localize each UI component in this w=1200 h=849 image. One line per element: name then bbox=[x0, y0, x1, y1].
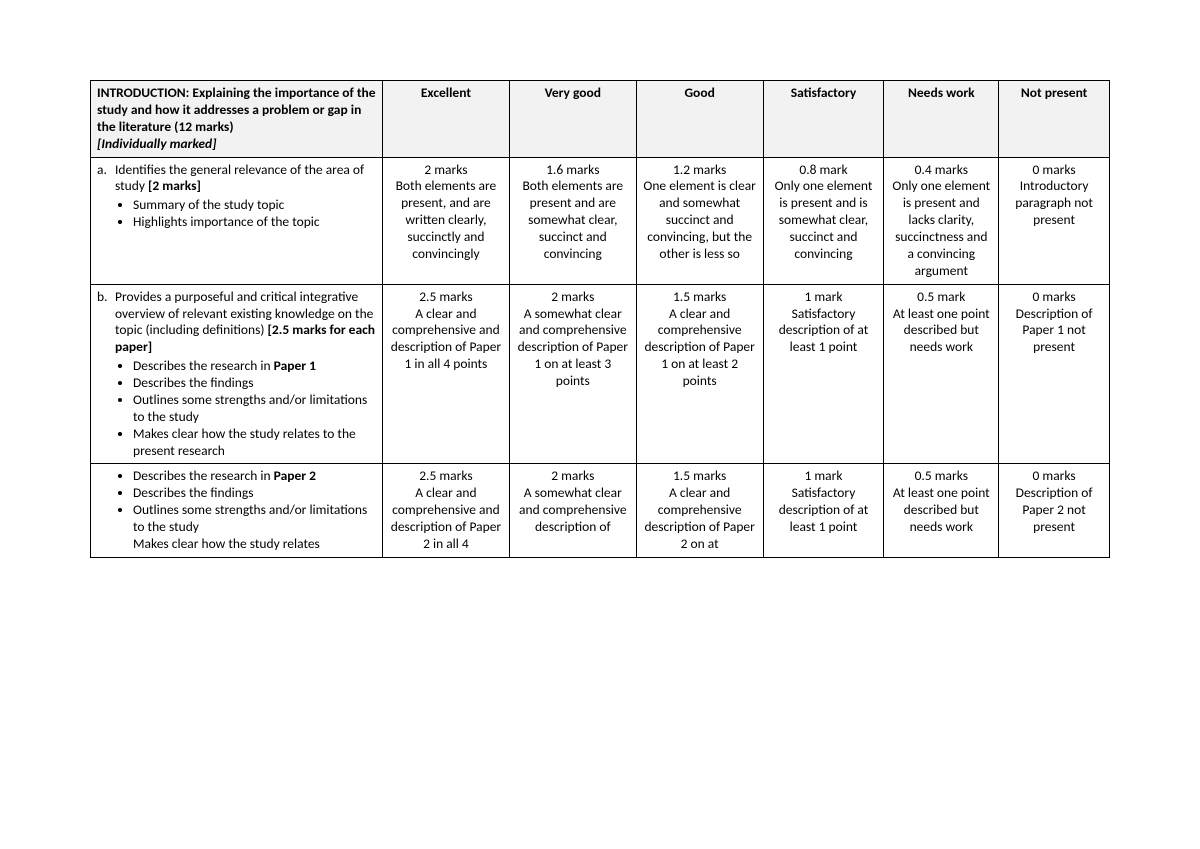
score-cell: 2 marks Both elements are present, and a… bbox=[383, 157, 510, 284]
col-very-good: Very good bbox=[509, 81, 636, 158]
bullet: Describes the findings bbox=[133, 375, 376, 392]
score-desc: Both elements are present, and are writt… bbox=[389, 178, 503, 262]
score-desc: A somewhat clear and comprehensive descr… bbox=[516, 306, 630, 390]
marks: 1 mark bbox=[770, 468, 878, 485]
col-satisfactory: Satisfactory bbox=[763, 81, 884, 158]
score-desc: A clear and comprehensive and descriptio… bbox=[389, 306, 503, 374]
score-desc: Only one element is present and lacks cl… bbox=[890, 178, 992, 279]
score-cell: 2 marks A somewhat clear and comprehensi… bbox=[509, 464, 636, 557]
marks: 2 marks bbox=[516, 468, 630, 485]
score-cell: 1.5 marks A clear and comprehensive desc… bbox=[636, 464, 763, 557]
row-letter bbox=[97, 468, 115, 552]
marks: 0.4 marks bbox=[890, 162, 992, 179]
marks: 2.5 marks bbox=[389, 468, 503, 485]
bullet: Makes clear how the study relates to the… bbox=[133, 426, 376, 460]
col-good: Good bbox=[636, 81, 763, 158]
score-cell: 1.6 marks Both elements are present and … bbox=[509, 157, 636, 284]
score-desc: A somewhat clear and comprehensive descr… bbox=[516, 485, 630, 536]
marks: 1 mark bbox=[770, 289, 878, 306]
score-desc: Both elements are present and are somewh… bbox=[516, 178, 630, 262]
row-letter: a. bbox=[97, 162, 115, 232]
table-row: a. Identifies the general relevance of t… bbox=[91, 157, 1110, 284]
criteria-bullets: Describes the research in Paper 2 Descri… bbox=[115, 468, 376, 536]
row-letter: b. bbox=[97, 289, 115, 460]
bullet: Outlines some strengths and/or limitatio… bbox=[133, 502, 376, 536]
score-cell: 2 marks A somewhat clear and comprehensi… bbox=[509, 284, 636, 464]
marks: 2 marks bbox=[389, 162, 503, 179]
score-cell: 1.2 marks One element is clear and somew… bbox=[636, 157, 763, 284]
bullet: Describes the research in Paper 2 bbox=[133, 468, 376, 485]
marks: 0.5 marks bbox=[890, 468, 992, 485]
page: INTRODUCTION: Explaining the importance … bbox=[0, 0, 1200, 849]
marks: 0 marks bbox=[1005, 468, 1103, 485]
score-desc: Description of Paper 2 not present bbox=[1005, 485, 1103, 536]
score-desc: Satisfactory description of at least 1 p… bbox=[770, 306, 878, 357]
score-cell: 1 mark Satisfactory description of at le… bbox=[763, 284, 884, 464]
criteria-lead-marks: [2 marks] bbox=[148, 177, 201, 194]
marks: 1.5 marks bbox=[643, 289, 757, 306]
table-row: Describes the research in Paper 2 Descri… bbox=[91, 464, 1110, 557]
score-cell: 0.8 mark Only one element is present and… bbox=[763, 157, 884, 284]
marks: 1.6 marks bbox=[516, 162, 630, 179]
criteria-b: b. Provides a purposeful and critical in… bbox=[91, 284, 383, 464]
marks: 0 marks bbox=[1005, 162, 1103, 179]
marks: 0.5 mark bbox=[890, 289, 992, 306]
score-desc: Only one element is present and is somew… bbox=[770, 178, 878, 262]
bullet: Describes the findings bbox=[133, 485, 376, 502]
header-criteria-sub: [Individually marked] bbox=[97, 135, 217, 152]
score-desc: Satisfactory description of at least 1 p… bbox=[770, 485, 878, 536]
col-needs-work: Needs work bbox=[884, 81, 999, 158]
bullet-trailing: Makes clear how the study relates bbox=[115, 536, 376, 553]
score-cell: 1.5 marks A clear and comprehensive desc… bbox=[636, 284, 763, 464]
score-desc: A clear and comprehensive description of… bbox=[643, 306, 757, 390]
col-excellent: Excellent bbox=[383, 81, 510, 158]
score-desc: At least one point described but needs w… bbox=[890, 306, 992, 357]
score-cell: 1 mark Satisfactory description of at le… bbox=[763, 464, 884, 557]
bullet: Outlines some strengths and/or limitatio… bbox=[133, 392, 376, 426]
marks: 0.8 mark bbox=[770, 162, 878, 179]
rubric-table: INTRODUCTION: Explaining the importance … bbox=[90, 80, 1110, 558]
header-criteria-main: INTRODUCTION: Explaining the importance … bbox=[97, 84, 376, 135]
marks: 1.5 marks bbox=[643, 468, 757, 485]
score-cell: 0.5 mark At least one point described bu… bbox=[884, 284, 999, 464]
table-header: INTRODUCTION: Explaining the importance … bbox=[91, 81, 1110, 158]
score-cell: 0 marks Introductory paragraph not prese… bbox=[999, 157, 1110, 284]
criteria-b2: Describes the research in Paper 2 Descri… bbox=[91, 464, 383, 557]
score-desc: Introductory paragraph not present bbox=[1005, 178, 1103, 229]
score-desc: At least one point described but needs w… bbox=[890, 485, 992, 536]
marks: 1.2 marks bbox=[643, 162, 757, 179]
criteria-bullets: Summary of the study topic Highlights im… bbox=[115, 197, 376, 231]
score-cell: 0.5 marks At least one point described b… bbox=[884, 464, 999, 557]
bullet: Describes the research in Paper 1 bbox=[133, 358, 376, 375]
marks: 2.5 marks bbox=[389, 289, 503, 306]
marks: 2 marks bbox=[516, 289, 630, 306]
marks: 0 marks bbox=[1005, 289, 1103, 306]
score-cell: 2.5 marks A clear and comprehensive and … bbox=[383, 284, 510, 464]
bullet: Summary of the study topic bbox=[133, 197, 376, 214]
score-desc: One element is clear and somewhat succin… bbox=[643, 178, 757, 262]
criteria-a: a. Identifies the general relevance of t… bbox=[91, 157, 383, 284]
score-cell: 2.5 marks A clear and comprehensive and … bbox=[383, 464, 510, 557]
col-not-present: Not present bbox=[999, 81, 1110, 158]
score-cell: 0 marks Description of Paper 2 not prese… bbox=[999, 464, 1110, 557]
table-row: b. Provides a purposeful and critical in… bbox=[91, 284, 1110, 464]
score-desc: Description of Paper 1 not present bbox=[1005, 306, 1103, 357]
score-desc: A clear and comprehensive description of… bbox=[643, 485, 757, 553]
score-cell: 0 marks Description of Paper 1 not prese… bbox=[999, 284, 1110, 464]
header-criteria: INTRODUCTION: Explaining the importance … bbox=[91, 81, 383, 158]
score-cell: 0.4 marks Only one element is present an… bbox=[884, 157, 999, 284]
score-desc: A clear and comprehensive and descriptio… bbox=[389, 485, 503, 553]
bullet: Highlights importance of the topic bbox=[133, 214, 376, 231]
criteria-bullets: Describes the research in Paper 1 Descri… bbox=[115, 358, 376, 459]
